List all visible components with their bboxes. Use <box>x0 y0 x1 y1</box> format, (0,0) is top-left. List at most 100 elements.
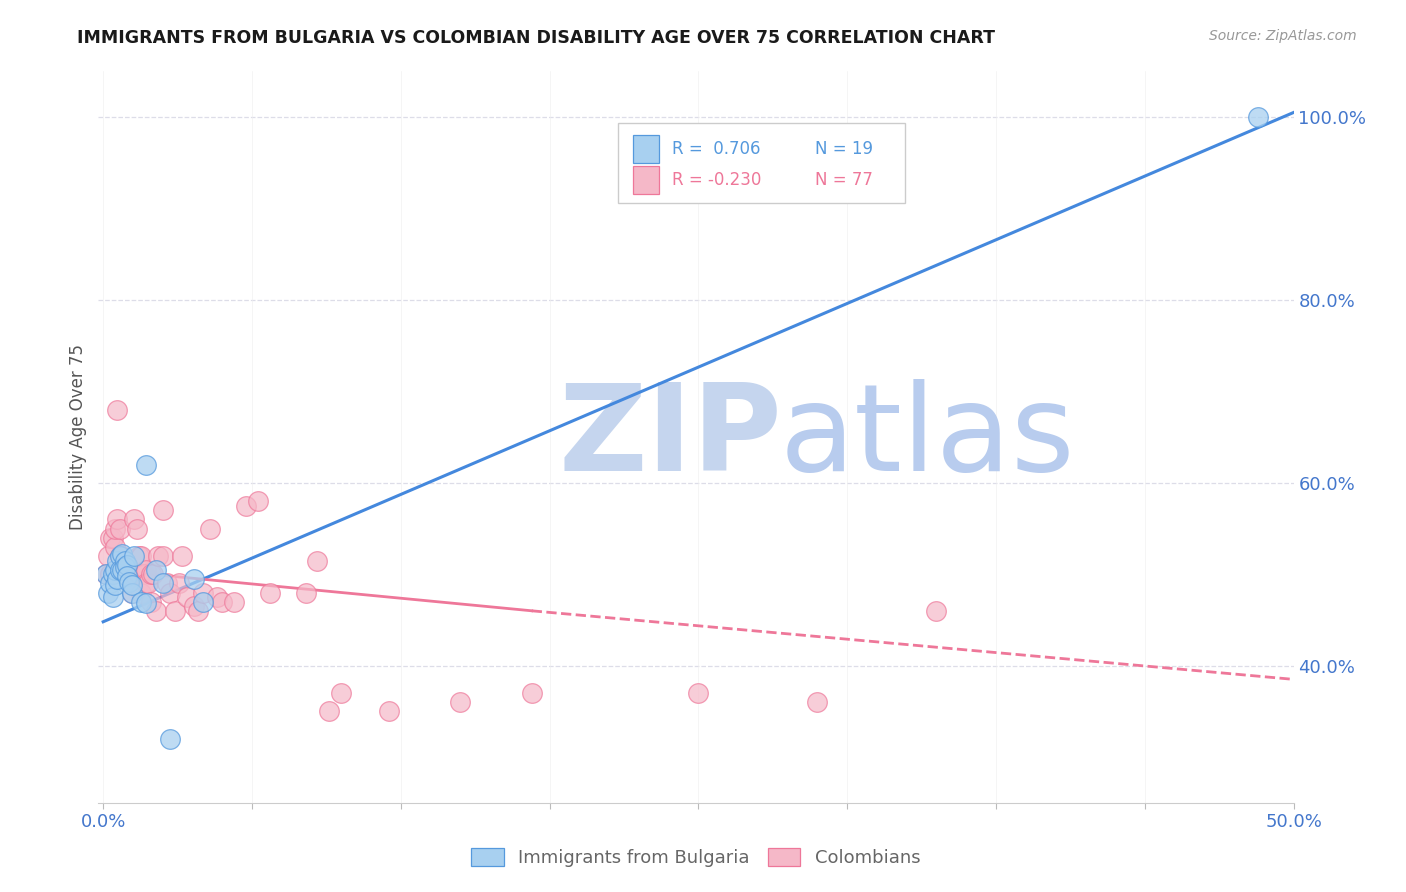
Point <box>152 576 174 591</box>
Point <box>104 578 127 592</box>
Point <box>107 512 129 526</box>
Point <box>163 604 186 618</box>
Point <box>121 576 143 591</box>
Point <box>378 705 401 719</box>
Point <box>138 576 160 591</box>
Point <box>211 595 233 609</box>
Point <box>114 553 136 567</box>
Point <box>200 521 222 535</box>
Point <box>330 686 353 700</box>
Point <box>97 585 120 599</box>
Point <box>101 531 124 545</box>
Point <box>193 585 215 599</box>
Point <box>122 512 145 526</box>
Point <box>114 560 136 574</box>
Text: R =  0.706: R = 0.706 <box>672 140 761 158</box>
Point <box>107 572 129 586</box>
Point <box>101 567 124 582</box>
Point <box>111 549 134 563</box>
Text: ZIP: ZIP <box>558 378 782 496</box>
Point <box>159 585 181 599</box>
Point <box>128 549 150 563</box>
Y-axis label: Disability Age Over 75: Disability Age Over 75 <box>69 344 87 530</box>
Point <box>118 572 141 586</box>
Point <box>108 549 131 563</box>
Text: atlas: atlas <box>779 378 1076 496</box>
Point <box>121 578 143 592</box>
Point <box>118 574 141 589</box>
Point <box>169 576 191 591</box>
Point <box>925 604 948 618</box>
Point <box>104 540 127 554</box>
Point <box>1247 110 1270 124</box>
Text: N = 19: N = 19 <box>815 140 873 158</box>
Point <box>142 567 165 582</box>
Point <box>259 585 281 599</box>
Point <box>114 563 136 577</box>
Point <box>108 563 131 577</box>
Point <box>224 595 246 609</box>
Point <box>111 563 134 577</box>
Point <box>108 521 131 535</box>
Point <box>107 402 129 417</box>
Point <box>235 499 257 513</box>
Text: IMMIGRANTS FROM BULGARIA VS COLOMBIAN DISABILITY AGE OVER 75 CORRELATION CHART: IMMIGRANTS FROM BULGARIA VS COLOMBIAN DI… <box>77 29 995 46</box>
Point <box>94 567 117 582</box>
FancyBboxPatch shape <box>619 122 905 203</box>
Point <box>115 558 138 573</box>
Point <box>107 553 129 567</box>
Point <box>246 494 269 508</box>
Point <box>129 549 152 563</box>
Text: N = 77: N = 77 <box>815 171 873 189</box>
Point <box>187 604 209 618</box>
FancyBboxPatch shape <box>633 135 659 163</box>
Point <box>101 590 124 604</box>
Point <box>115 558 138 573</box>
Point <box>104 521 127 535</box>
FancyBboxPatch shape <box>633 167 659 194</box>
Point <box>121 585 143 599</box>
Point <box>294 585 316 599</box>
Point <box>318 705 340 719</box>
Point <box>114 558 136 573</box>
Point <box>129 585 152 599</box>
Point <box>132 567 155 582</box>
Point <box>145 563 167 577</box>
Point <box>170 549 193 563</box>
Point <box>122 549 145 563</box>
Point <box>135 458 157 472</box>
Point <box>307 553 329 567</box>
Point <box>183 572 205 586</box>
Point <box>121 585 143 599</box>
Point <box>94 567 117 582</box>
Point <box>115 569 138 583</box>
Point <box>98 567 121 582</box>
Point <box>152 503 174 517</box>
Point <box>135 576 157 591</box>
Point <box>104 563 127 577</box>
Point <box>146 549 169 563</box>
Point <box>688 686 710 700</box>
Point <box>135 563 157 577</box>
Point <box>97 549 120 563</box>
Point <box>129 595 152 609</box>
Point <box>98 531 121 545</box>
Point <box>111 547 134 561</box>
Point <box>139 567 162 582</box>
Point <box>159 731 181 746</box>
Point <box>176 590 198 604</box>
Text: Source: ZipAtlas.com: Source: ZipAtlas.com <box>1209 29 1357 43</box>
Point <box>111 567 134 582</box>
Point <box>183 599 205 614</box>
Point <box>135 597 157 611</box>
Point <box>98 576 121 591</box>
Point <box>139 595 162 609</box>
Point <box>156 576 179 591</box>
Point <box>108 549 131 563</box>
Point <box>128 567 150 582</box>
Point <box>118 567 141 582</box>
Point <box>193 595 215 609</box>
Point <box>806 695 828 709</box>
Point <box>449 695 471 709</box>
Legend: Immigrants from Bulgaria, Colombians: Immigrants from Bulgaria, Colombians <box>464 840 928 874</box>
